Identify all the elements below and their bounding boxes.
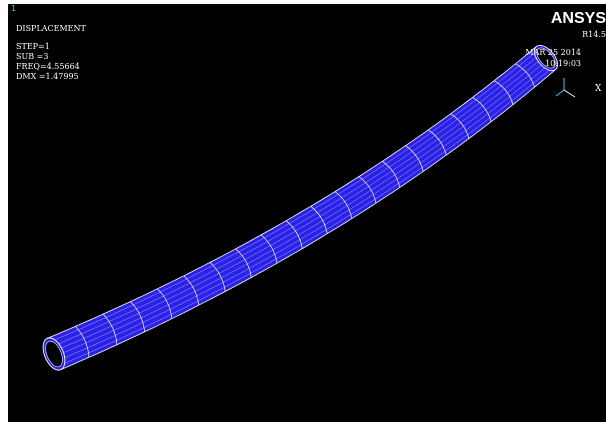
- mesh-longitudinal-line: [56, 63, 551, 362]
- plot-time: 10:19:03: [545, 59, 581, 68]
- triad-x-label: X: [595, 84, 602, 94]
- mesh-ring: [102, 313, 118, 345]
- mesh-ring: [428, 129, 447, 156]
- mesh-longitudinal-line: [48, 49, 539, 343]
- mesh-longitudinal-line: [58, 66, 554, 366]
- mesh-ring: [75, 326, 90, 358]
- mesh-ring: [382, 161, 401, 188]
- mesh-ring: [285, 220, 303, 249]
- ansys-logo: ANSYS: [550, 10, 606, 27]
- graphics-viewport[interactable]: 1 DISPLACEMENT STEP=1 SUB =3 FREQ=4.5566…: [8, 4, 606, 422]
- mesh-longitudinal-line: [54, 59, 548, 357]
- mesh-ring: [358, 176, 377, 204]
- mesh-ring: [405, 145, 424, 172]
- plot-title: DISPLACEMENT: [16, 24, 86, 33]
- sub-line: SUB =3: [16, 52, 49, 61]
- freq-line: FREQ=4.55664: [16, 62, 80, 71]
- mesh-ring: [183, 275, 200, 306]
- deformed-tube-model: [42, 44, 576, 371]
- mesh-ring: [260, 234, 278, 264]
- mesh-ring: [157, 288, 173, 319]
- mesh-ring: [515, 63, 535, 88]
- mesh-longitudinal-line: [52, 56, 545, 352]
- mesh-ring: [450, 113, 470, 139]
- mesh-ring: [494, 80, 514, 105]
- window-number: 1: [11, 4, 16, 13]
- axis-triad-icon: [555, 78, 576, 98]
- step-line: STEP=1: [16, 42, 50, 51]
- release-version: R14.5: [582, 30, 606, 39]
- result-info: STEP=1 SUB =3 FREQ=4.55664 DMX =1.47995: [16, 42, 80, 82]
- mesh-ring: [310, 206, 328, 234]
- mesh-ring: [130, 301, 145, 332]
- tube-end-cap-left-inner: [45, 340, 63, 368]
- tube-body: [46, 45, 557, 371]
- tube-end-cap-right-inner: [536, 47, 556, 69]
- mesh-longitudinal-line: [50, 52, 542, 348]
- mesh-ring: [334, 191, 353, 219]
- mesh-ring: [235, 248, 252, 278]
- plot-date: MAR 25 2014: [525, 48, 581, 57]
- mesh-ring: [209, 262, 226, 292]
- mesh-ring: [472, 97, 492, 122]
- dmx-line: DMX =1.47995: [16, 72, 79, 81]
